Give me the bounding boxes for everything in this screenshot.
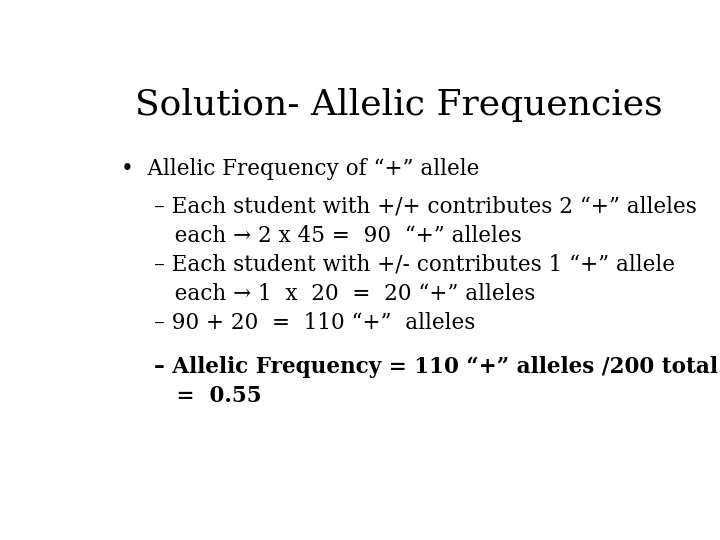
Text: •  Allelic Frequency of “+” allele: • Allelic Frequency of “+” allele: [121, 158, 479, 180]
Text: – 90 + 20  =  110 “+”  alleles: – 90 + 20 = 110 “+” alleles: [154, 312, 475, 334]
Text: – Each student with +/- contributes 1 “+” allele
   each → 1  x  20  =  20 “+” a: – Each student with +/- contributes 1 “+…: [154, 254, 675, 305]
Text: – Each student with +/+ contributes 2 “+” alleles
   each → 2 x 45 =  90  “+” al: – Each student with +/+ contributes 2 “+…: [154, 196, 697, 247]
Text: Solution- Allelic Frequencies: Solution- Allelic Frequencies: [135, 87, 662, 122]
Text: – Allelic Frequency = 110 “+” alleles /200 total
   =  0.55: – Allelic Frequency = 110 “+” alleles /2…: [154, 356, 718, 407]
